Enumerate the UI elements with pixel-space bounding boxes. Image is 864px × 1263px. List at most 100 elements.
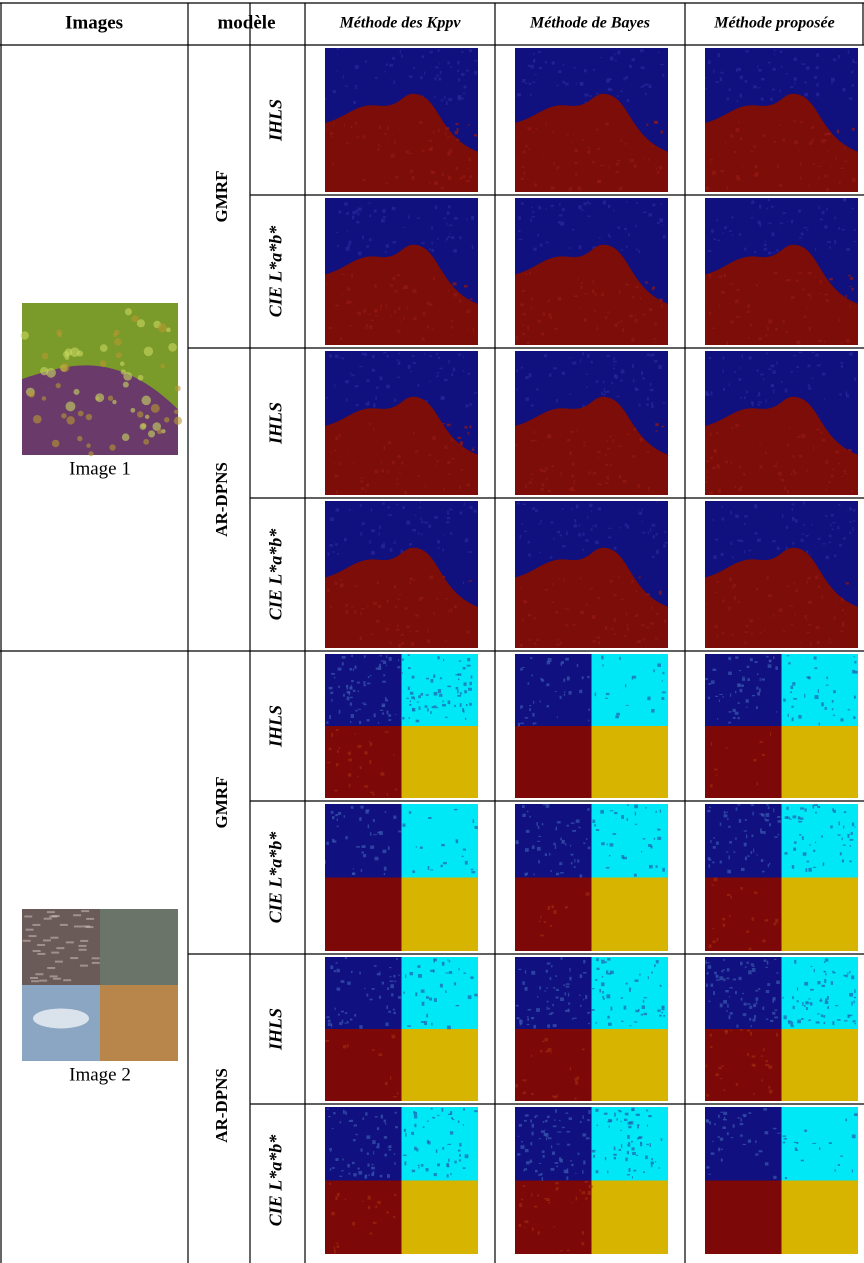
noise <box>816 93 819 97</box>
noise <box>432 1117 435 1119</box>
noise <box>738 702 740 704</box>
noise <box>739 670 741 671</box>
noise <box>387 470 389 474</box>
noise <box>614 1157 616 1159</box>
noise <box>782 515 783 518</box>
noise <box>428 817 432 819</box>
noise <box>367 682 370 684</box>
noise <box>546 683 549 686</box>
noise <box>801 1018 803 1020</box>
noise <box>767 601 768 602</box>
thumb-dot <box>77 436 82 441</box>
thumb-dot <box>51 952 59 954</box>
noise <box>829 1142 832 1144</box>
noise <box>603 201 606 205</box>
noise <box>356 846 360 848</box>
noise <box>838 504 840 506</box>
noise <box>608 234 609 237</box>
noise <box>659 1015 662 1017</box>
noise <box>720 861 722 864</box>
noise <box>727 1004 728 1008</box>
noise <box>854 520 855 522</box>
noise <box>817 806 820 808</box>
noise <box>593 472 596 475</box>
noise <box>560 1250 563 1251</box>
noise <box>360 636 363 639</box>
noise <box>557 639 559 640</box>
noise <box>362 179 365 181</box>
noise <box>842 609 844 611</box>
noise <box>465 1154 469 1158</box>
noise <box>626 245 628 247</box>
noise <box>575 1097 577 1099</box>
noise <box>811 127 815 129</box>
noise <box>832 708 833 710</box>
noise <box>474 60 477 61</box>
noise <box>723 924 726 927</box>
noise <box>443 218 446 220</box>
noise <box>619 475 621 478</box>
noise <box>556 644 559 646</box>
noise <box>650 383 651 386</box>
noise <box>331 1024 332 1028</box>
noise <box>635 614 638 617</box>
noise <box>606 80 609 83</box>
noise <box>851 208 853 210</box>
noise <box>557 821 561 823</box>
noise <box>402 506 405 509</box>
noise <box>731 1137 733 1138</box>
noise <box>547 705 549 707</box>
noise <box>734 596 736 600</box>
image-label: Image 2 <box>69 1064 131 1085</box>
thumb-dot <box>112 400 116 404</box>
noise <box>567 676 570 680</box>
noise <box>371 509 372 512</box>
noise <box>520 1019 521 1021</box>
noise <box>795 519 798 523</box>
noise <box>592 988 594 989</box>
noise <box>468 432 470 434</box>
noise <box>351 714 354 718</box>
noise <box>387 126 389 130</box>
noise <box>650 622 654 624</box>
noise <box>552 1095 555 1097</box>
noise <box>358 1171 362 1175</box>
noise <box>625 684 626 687</box>
segmentation <box>325 198 478 345</box>
noise <box>560 223 564 225</box>
noise <box>468 124 469 126</box>
noise <box>823 1015 825 1018</box>
thumb-dot <box>74 925 82 927</box>
noise <box>459 1154 461 1156</box>
noise <box>570 431 573 433</box>
noise <box>366 245 369 247</box>
noise <box>656 168 657 170</box>
noise <box>815 626 819 629</box>
noise <box>414 1124 416 1127</box>
noise <box>822 543 826 544</box>
noise <box>771 365 775 368</box>
model-name: GMRF <box>212 171 231 223</box>
noise <box>402 672 403 673</box>
noise <box>374 713 376 717</box>
noise <box>443 576 445 578</box>
noise <box>463 86 466 89</box>
noise <box>751 851 752 854</box>
noise <box>816 53 819 56</box>
noise <box>342 656 346 659</box>
noise <box>519 1203 522 1207</box>
noise <box>760 465 763 469</box>
thumb-dot <box>50 937 58 939</box>
noise <box>363 681 365 684</box>
noise <box>737 100 738 102</box>
noise <box>851 288 853 290</box>
noise <box>453 368 455 372</box>
noise <box>540 700 541 702</box>
noise <box>533 1025 536 1029</box>
noise <box>713 69 714 73</box>
noise <box>854 241 857 242</box>
noise <box>829 246 831 248</box>
noise <box>640 438 643 442</box>
noise <box>336 729 339 731</box>
noise <box>530 474 534 475</box>
